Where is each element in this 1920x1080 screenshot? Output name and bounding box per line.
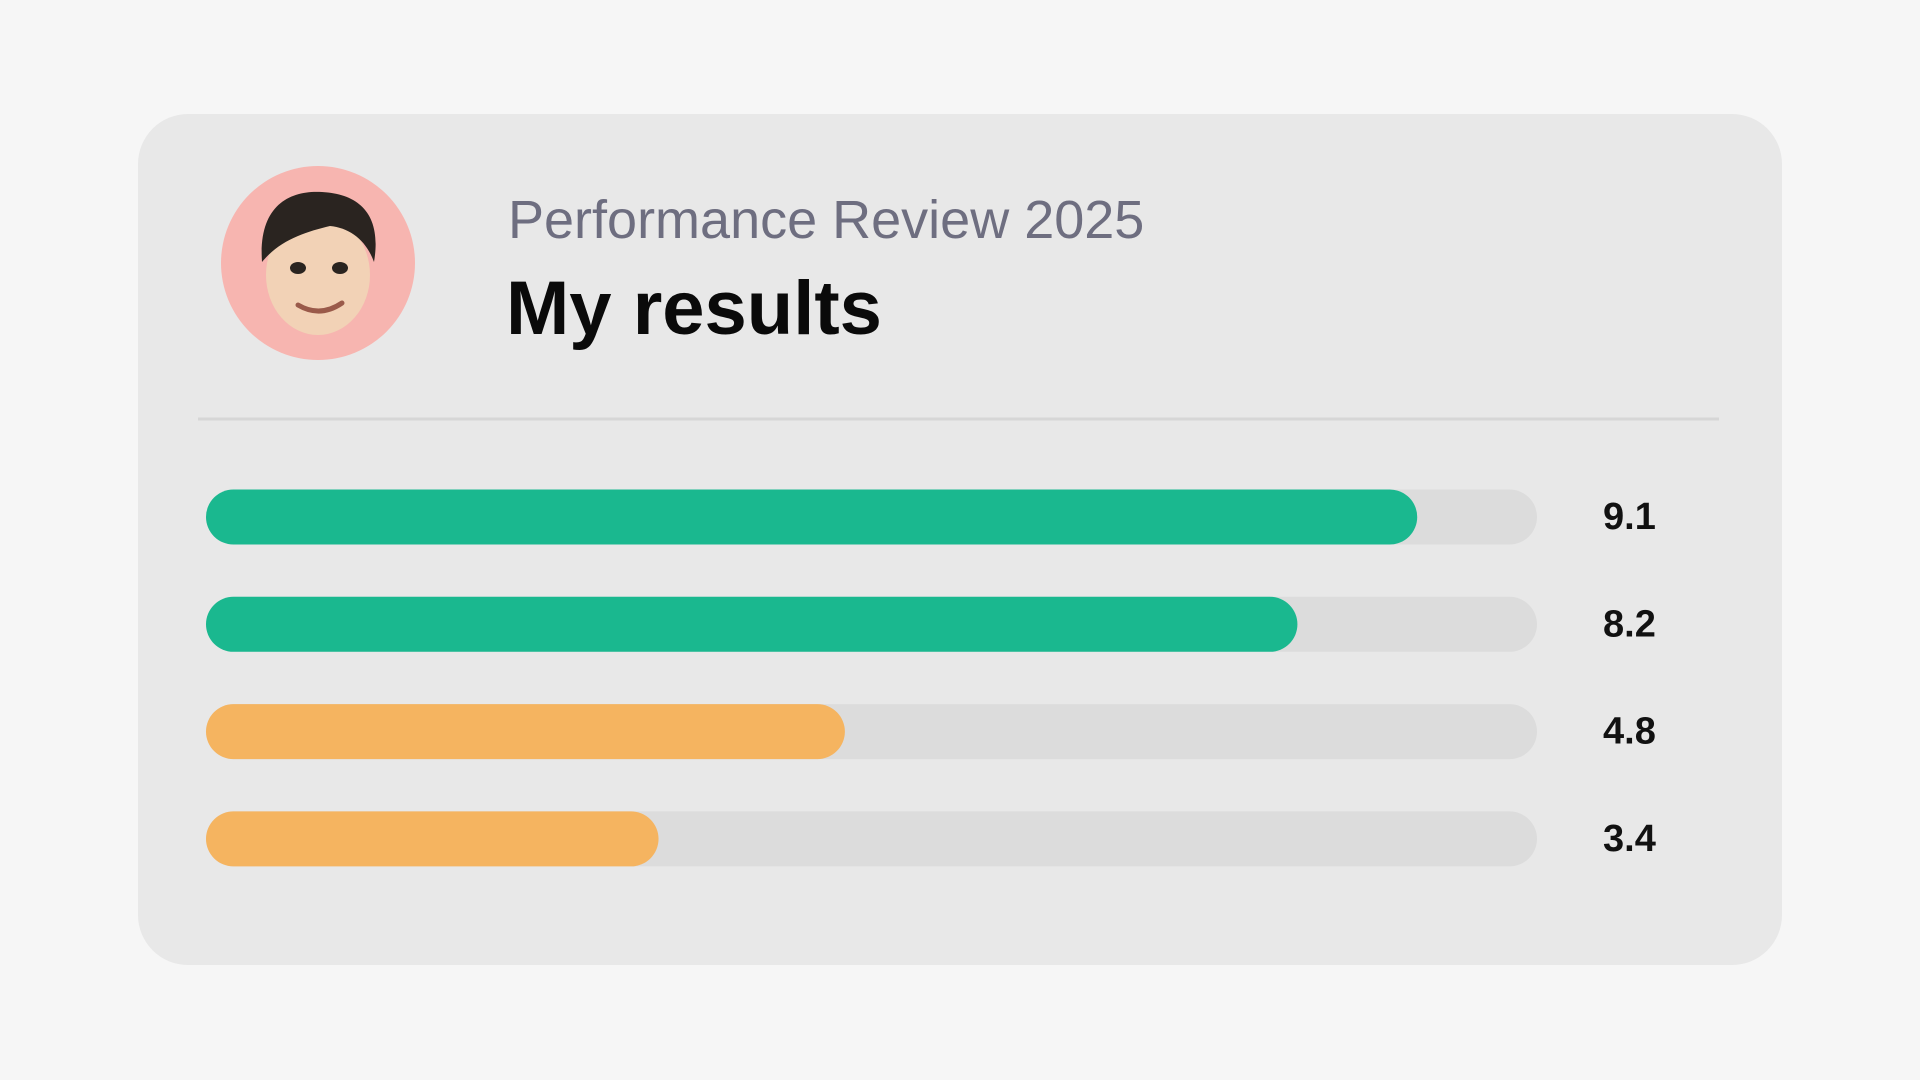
subtitle: Performance Review 2025 <box>508 190 1144 250</box>
value-label: 3.4 <box>1603 818 1656 860</box>
value-label: 4.8 <box>1603 711 1656 753</box>
bar <box>206 704 845 760</box>
title: My results <box>506 266 882 351</box>
bar <box>206 489 1418 545</box>
avatar <box>221 166 415 360</box>
bar <box>206 596 1298 652</box>
value-label: 8.2 <box>1603 603 1656 645</box>
bar <box>206 811 659 867</box>
value-label: 9.1 <box>1603 496 1656 538</box>
